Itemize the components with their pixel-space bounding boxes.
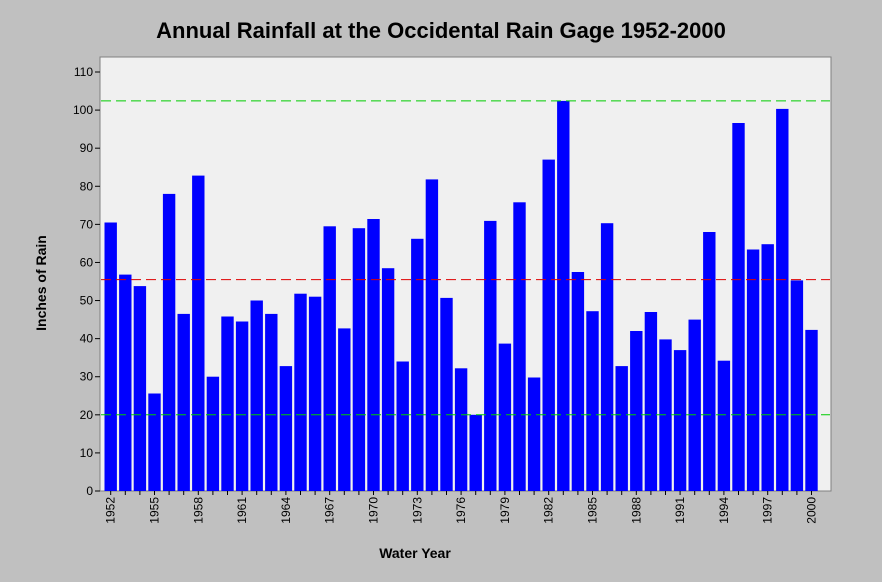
bar-1961 (235, 321, 249, 491)
y-tick-label: 110 (74, 65, 93, 79)
y-tick-label: 0 (86, 484, 93, 498)
bar-1960 (221, 316, 234, 491)
x-tick-label: 1964 (279, 497, 293, 524)
x-tick-label: 1979 (498, 497, 512, 524)
x-tick-label: 1973 (410, 497, 424, 524)
bar-1967 (323, 226, 336, 492)
y-tick-label: 40 (80, 332, 94, 346)
x-tick-label: 1985 (586, 497, 600, 524)
x-tick-label: 1955 (148, 497, 162, 524)
x-tick-label: 1988 (629, 497, 643, 524)
bar-1986 (600, 223, 614, 491)
bar-1995 (732, 123, 745, 491)
x-tick-label: 1991 (673, 497, 687, 524)
bar-1952 (104, 222, 117, 491)
x-tick-label: 1967 (323, 497, 337, 524)
x-tick-label: 1952 (104, 497, 118, 524)
y-tick-label: 90 (80, 141, 94, 155)
bar-1993 (703, 232, 716, 491)
x-tick-label: 1961 (235, 497, 249, 524)
x-tick-label: 1970 (367, 497, 381, 524)
bar-1959 (206, 376, 220, 491)
bar-1981 (527, 377, 541, 491)
bar-1996 (746, 249, 760, 491)
bar-1972 (396, 361, 409, 491)
bar-1983 (557, 100, 570, 492)
bar-1958 (192, 175, 205, 491)
y-tick-label: 60 (80, 255, 94, 269)
reference-lines (101, 100, 830, 416)
bar-1965 (294, 293, 307, 491)
y-tick-label: 80 (80, 179, 94, 193)
y-tick-label: 100 (73, 103, 93, 117)
bar-1998 (776, 108, 789, 492)
y-tick-label: 20 (80, 408, 94, 422)
bar-1953 (119, 274, 132, 491)
bar-1968 (338, 328, 351, 491)
x-tick-label: 1994 (717, 497, 731, 524)
x-tick-label: 1976 (454, 497, 468, 524)
y-tick-label: 10 (80, 446, 94, 460)
bar-1973 (411, 238, 424, 491)
y-tick-label: 70 (80, 217, 94, 231)
bar-1991 (673, 350, 687, 491)
bar-1962 (250, 300, 263, 491)
y-tick-label: 30 (80, 370, 94, 384)
bar-1976 (454, 368, 468, 491)
bar-1979 (498, 343, 512, 491)
bar-1997 (761, 244, 774, 491)
x-tick-label: 1982 (542, 497, 556, 524)
bar-1977 (469, 414, 482, 491)
bar-1987 (615, 366, 628, 491)
bar-1956 (162, 193, 176, 491)
bar-1988 (630, 331, 643, 491)
x-axis-label: Water Year (379, 545, 451, 561)
bar-1982 (542, 159, 555, 491)
y-axis: 0 10 20 30 40 50 60 70 80 90 100 110 (73, 65, 100, 498)
bar-1955 (148, 393, 161, 491)
bar-1954 (133, 286, 147, 491)
bar-1978 (484, 220, 497, 491)
bar-1966 (308, 296, 322, 491)
bar-1989 (644, 312, 658, 491)
bar-1980 (513, 202, 526, 492)
bar-1994 (717, 360, 731, 491)
y-tick-label: 50 (80, 294, 94, 308)
bar-1969 (352, 228, 366, 491)
bar-1970 (367, 219, 380, 491)
x-tick-label: 1958 (191, 497, 205, 524)
bar-1975 (440, 297, 453, 491)
bar-1985 (586, 311, 599, 491)
bars-layer (104, 100, 818, 492)
bar-1957 (177, 313, 190, 491)
x-tick-label: 1997 (761, 497, 775, 524)
bar-1963 (265, 313, 278, 491)
bar-2000 (805, 329, 818, 491)
bar-1971 (381, 268, 395, 491)
x-axis: 1952 1955 1958 1961 1964 1967 1970 1973 1976 1979… (104, 491, 819, 524)
bar-1992 (688, 319, 701, 491)
chart-title: Annual Rainfall at the Occidental Rain G… (156, 18, 726, 43)
bar-1974 (425, 179, 439, 491)
bar-1984 (571, 272, 585, 491)
x-tick-label: 2000 (805, 497, 819, 524)
bar-1999 (790, 280, 804, 491)
bar-1964 (279, 366, 293, 491)
